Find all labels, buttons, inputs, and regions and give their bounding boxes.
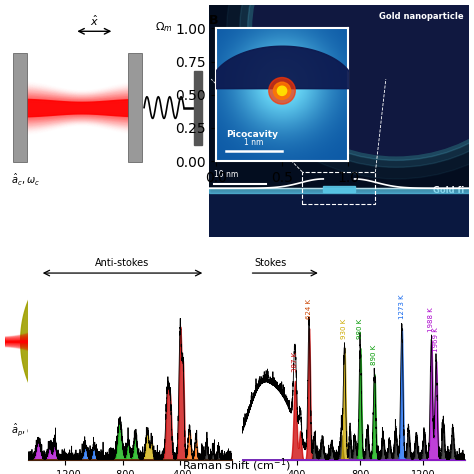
Text: 1273 K: 1273 K xyxy=(399,294,405,319)
Circle shape xyxy=(277,86,287,95)
Circle shape xyxy=(227,0,474,179)
Text: Gold fi: Gold fi xyxy=(433,186,464,195)
Polygon shape xyxy=(21,258,81,424)
Text: $\hat{a}_p, \omega_p$: $\hat{a}_p, \omega_p$ xyxy=(11,421,41,438)
Circle shape xyxy=(240,0,474,167)
Circle shape xyxy=(273,82,291,100)
Text: $\hat{x}$: $\hat{x}$ xyxy=(130,285,138,300)
Bar xyxy=(209,188,469,193)
Text: B: B xyxy=(209,14,218,27)
Text: Stokes: Stokes xyxy=(255,258,287,268)
Circle shape xyxy=(247,0,474,160)
Bar xyxy=(323,186,355,191)
Text: 1 nm: 1 nm xyxy=(245,138,264,147)
Polygon shape xyxy=(128,258,188,424)
Bar xyxy=(209,191,469,237)
Circle shape xyxy=(269,78,295,104)
Text: 387 K: 387 K xyxy=(292,351,298,372)
Text: 980 K: 980 K xyxy=(357,319,363,339)
Text: $\Omega$: $\Omega$ xyxy=(109,303,119,315)
Text: 1969 K: 1969 K xyxy=(433,327,439,352)
Text: $\hat{x}$: $\hat{x}$ xyxy=(90,13,99,27)
Text: $\hat{a}_c, \omega_c$: $\hat{a}_c, \omega_c$ xyxy=(11,172,40,188)
Circle shape xyxy=(253,0,474,155)
Text: Raman shift (cm$^{-1}$): Raman shift (cm$^{-1}$) xyxy=(182,456,292,474)
Text: 624 K: 624 K xyxy=(306,299,312,319)
Text: 930 K: 930 K xyxy=(341,319,347,339)
Bar xyxy=(128,53,142,162)
Text: Picocavity: Picocavity xyxy=(226,130,278,139)
Text: $\Omega_m$: $\Omega_m$ xyxy=(155,20,173,34)
Bar xyxy=(13,53,27,162)
Text: Gold nanoparticle: Gold nanoparticle xyxy=(379,12,464,21)
Text: Anti-stokes: Anti-stokes xyxy=(95,258,150,268)
Text: 1988 K: 1988 K xyxy=(428,308,434,332)
Text: 890 K: 890 K xyxy=(372,345,377,365)
Bar xyxy=(194,71,202,145)
Text: 10 nm: 10 nm xyxy=(214,170,238,179)
